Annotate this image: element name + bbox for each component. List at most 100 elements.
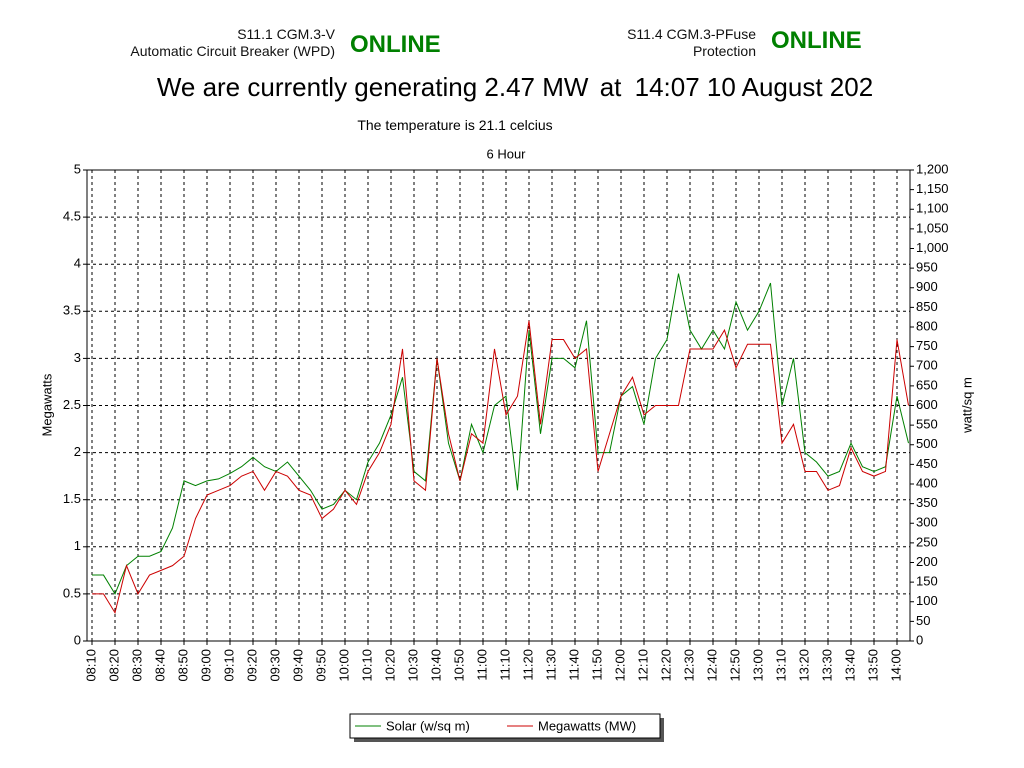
y2-tick-label: 850 [916,299,938,314]
x-tick-label: 12:20 [658,649,673,682]
y2-tick-label: 650 [916,377,938,392]
x-tick-label: 11:00 [474,649,489,681]
generating-value: 2.47 [484,72,536,102]
chart-title: 6 Hour [486,146,526,161]
y-tick-label: 5 [74,161,81,176]
temperature-line: The temperature is 21.1 celcius [0,117,910,133]
plot-area [86,169,911,642]
y-tick-label: 1.5 [63,491,81,506]
x-tick-label: 09:30 [267,649,282,682]
at: at [599,72,622,102]
y2-tick-label: 1,050 [916,220,949,235]
y2-tick-label: 950 [916,260,938,275]
x-tick-label: 09:40 [290,649,305,682]
x-tick-label: 10:30 [405,649,420,682]
x-tick-label: 08:50 [175,649,190,682]
x-tick-label: 13:50 [865,649,880,682]
left-station: S11.1 CGM.3-V [237,26,335,42]
y2-tick-label: 450 [916,456,938,471]
legend-label: Solar (w/sq m) [386,718,470,733]
x-tick-label: 08:30 [129,649,144,682]
y-tick-label: 2.5 [63,397,81,412]
x-tick-label: 13:30 [819,649,834,682]
right-status: ONLINE [771,27,862,54]
y-tick-label: 3.5 [63,303,81,318]
y2-tick-label: 550 [916,417,938,432]
x-tick-label: 13:00 [750,649,765,682]
x-tick-label: 12:50 [727,649,742,682]
x-tick-label: 11:10 [497,649,512,681]
generating-prefix: We are currently generating [156,72,478,102]
generating-line: We are currently generating 2.47 MW at 1… [0,72,1024,103]
y-tick-label: 2 [74,444,81,459]
y2-tick-label: 50 [916,613,930,628]
x-tick-label: 12:00 [612,649,627,682]
x-tick-label: 10:00 [336,649,351,682]
y2-axis-label: watt/sq m [959,377,974,434]
x-tick-label: 12:10 [635,649,650,682]
plot-border [86,169,911,642]
y-tick-label: 4 [74,256,81,271]
y2-tick-label: 900 [916,279,938,294]
x-tick-label: 09:50 [313,649,328,682]
y2-tick-label: 350 [916,495,938,510]
x-tick-label: 08:20 [106,649,121,682]
y2-tick-label: 500 [916,436,938,451]
x-tick-label: 11:40 [566,649,581,681]
temperature-unit: celcius [509,117,553,133]
x-tick-label: 08:40 [152,649,167,682]
time: 14:07 [634,72,700,102]
y2-tick-label: 800 [916,318,938,333]
x-tick-label: 12:40 [704,649,719,682]
x-tick-label: 13:20 [796,649,811,682]
y-axis-label: Megawatts [39,373,54,436]
y2-tick-label: 300 [916,515,938,530]
x-tick-label: 12:30 [681,649,696,682]
y-tick-label: 0 [74,632,81,647]
y2-tick-label: 700 [916,358,938,373]
y2-tick-label: 100 [916,593,938,608]
x-tick-label: 11:30 [543,649,558,681]
legend-label: Megawatts (MW) [538,718,636,733]
y-tick-label: 3 [74,350,81,365]
left-status: ONLINE [350,31,441,58]
y2-tick-label: 250 [916,534,938,549]
generating-unit: MW [542,72,589,102]
x-tick-label: 10:10 [359,649,374,682]
x-tick-label: 09:10 [221,649,236,682]
legend-box [349,713,661,739]
y2-tick-label: 400 [916,475,938,490]
y2-tick-label: 750 [916,338,938,353]
right-station: S11.4 CGM.3-PFuse [627,26,756,42]
y2-tick-label: 150 [916,574,938,589]
x-tick-label: 10:20 [382,649,397,682]
y2-tick-label: 1,150 [916,181,949,196]
right-device: Protection [692,43,756,59]
y2-tick-label: 1,000 [916,240,949,255]
series-line [92,320,909,615]
y-tick-label: 4.5 [63,209,81,224]
y-tick-label: 0.5 [63,585,81,600]
x-tick-label: 13:40 [842,649,857,682]
x-tick-label: 10:40 [428,649,443,682]
y2-tick-label: 1,100 [916,201,949,216]
x-tick-label: 09:00 [198,649,213,682]
x-tick-label: 11:20 [520,649,535,681]
y-tick-label: 1 [74,538,81,553]
date: 10 August 202 [706,72,874,102]
series-line [92,273,909,596]
temperature-prefix: The temperature is [357,117,475,133]
y2-tick-label: 200 [916,554,938,569]
x-tick-label: 10:50 [451,649,466,682]
x-tick-label: 14:00 [888,649,903,682]
x-tick-label: 08:10 [83,649,98,682]
left-device: Automatic Circuit Breaker (WPD) [130,43,335,59]
y2-tick-label: 600 [916,397,938,412]
x-tick-label: 09:20 [244,649,259,682]
y2-tick-label: 1,200 [916,161,949,176]
x-tick-label: 13:10 [773,649,788,682]
x-tick-label: 11:50 [589,649,604,681]
y2-tick-label: 0 [916,632,923,647]
